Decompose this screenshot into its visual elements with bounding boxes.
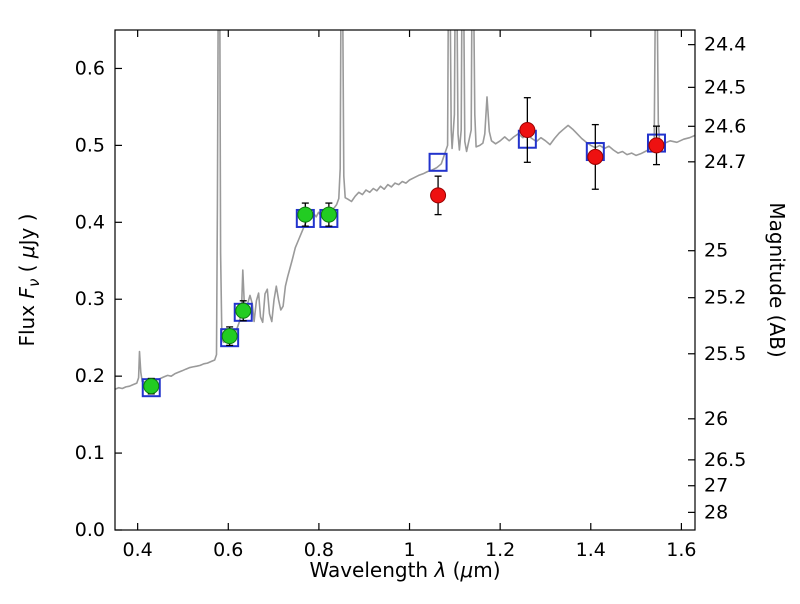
y-tick-right-label: 24.6 [704,115,746,137]
y-tick-left-label: 0.6 [75,57,105,79]
y-tick-right-label: 25.2 [704,287,746,309]
y-tick-left-label: 0.1 [75,442,105,464]
y-tick-right-label: 27 [704,475,728,497]
x-tick-label: 0.8 [304,539,334,561]
model-photometry-squares-point [428,152,448,172]
x-axis-label: Wavelength λ (μm) [309,558,500,582]
y-tick-right-label: 28 [704,501,728,523]
observed-optical-photometry-point [143,378,160,395]
y-tick-right-label: 26.5 [704,449,746,471]
observed-nir-photometry-point [430,187,447,204]
y-axis-label-left: Flux Fν ( μJy ) [15,213,43,346]
y-axis-label-right: Magnitude (AB) [765,202,789,357]
y-tick-left-label: 0.2 [75,365,105,387]
observed-optical-photometry-point [320,206,337,223]
observed-nir-photometry-point [648,137,665,154]
y-tick-left-label: 0.3 [75,288,105,310]
y-tick-right-label: 24.7 [704,151,746,173]
observed-optical-photometry-point [235,302,252,319]
y-tick-right-label: 26 [704,408,728,430]
x-tick-label: 1 [403,539,415,561]
x-tick-label: 1.2 [485,539,515,561]
observed-nir-photometry [430,97,665,216]
observed-nir-photometry-point [519,122,536,138]
observed-nir-photometry-point [587,148,604,165]
x-tick-label: 0.6 [213,539,243,561]
observed-optical-photometry-point [221,328,238,345]
model-spectrum-line [115,30,695,390]
y-tick-right-label: 25.5 [704,343,746,365]
observed-optical-photometry [143,202,337,395]
x-tick-label: 1.6 [666,539,696,561]
x-tick-label: 0.4 [123,539,153,561]
plot-frame [114,29,696,531]
y-tick-right-label: 24.5 [704,76,746,98]
observed-optical-photometry-point [297,206,314,223]
y-tick-left-label: 0.5 [75,134,105,156]
y-tick-right-label: 25 [704,240,728,262]
y-tick-left-label: 0.0 [75,519,105,541]
y-tick-left-label: 0.4 [75,211,105,233]
x-tick-label: 1.4 [576,539,606,561]
y-tick-right-label: 24.4 [704,34,746,56]
